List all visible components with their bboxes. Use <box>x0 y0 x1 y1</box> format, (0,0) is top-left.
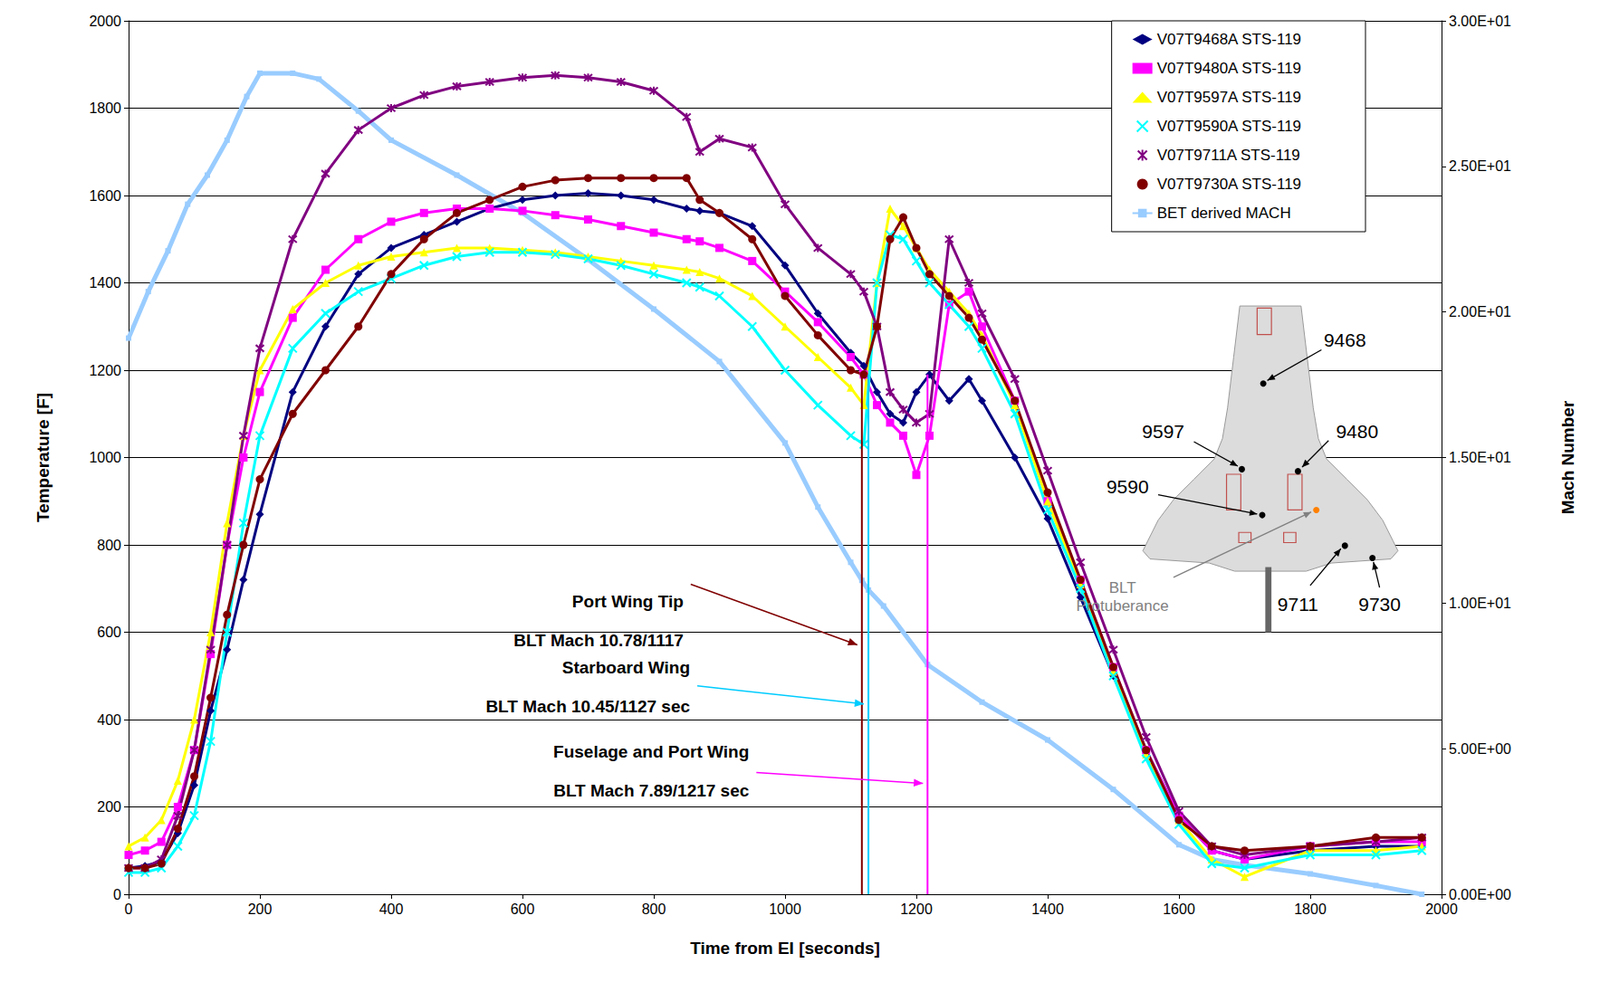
svg-text:Starboard Wing: Starboard Wing <box>562 658 690 678</box>
svg-text:5.00E+00: 5.00E+00 <box>1448 741 1512 757</box>
svg-text:Temperature [F]: Temperature [F] <box>33 392 53 523</box>
svg-text:2.50E+01: 2.50E+01 <box>1448 158 1512 174</box>
svg-text:9480: 9480 <box>1335 421 1379 442</box>
svg-text:1600: 1600 <box>88 188 122 204</box>
svg-text:1.00E+01: 1.00E+01 <box>1448 595 1512 612</box>
svg-text:1600: 1600 <box>1162 901 1196 918</box>
svg-text:BLT Mach 10.78/1117: BLT Mach 10.78/1117 <box>513 631 684 651</box>
svg-text:V07T9730A STS-119: V07T9730A STS-119 <box>1157 175 1302 193</box>
svg-text:3.00E+01: 3.00E+01 <box>1448 13 1512 29</box>
svg-text:Mach Number: Mach Number <box>1558 400 1578 515</box>
svg-text:200: 200 <box>248 901 273 918</box>
svg-text:Port Wing Tip: Port Wing Tip <box>572 592 684 612</box>
svg-text:V07T9597A STS-119: V07T9597A STS-119 <box>1157 88 1302 106</box>
svg-text:0: 0 <box>124 901 134 918</box>
svg-text:V07T9711A STS-119: V07T9711A STS-119 <box>1157 146 1301 164</box>
svg-text:V07T9590A STS-119: V07T9590A STS-119 <box>1157 117 1302 135</box>
svg-text:V07T9480A STS-119: V07T9480A STS-119 <box>1157 59 1302 77</box>
svg-text:800: 800 <box>96 537 122 554</box>
svg-text:Fuselage and Port Wing: Fuselage and Port Wing <box>553 742 749 762</box>
svg-text:1400: 1400 <box>1031 901 1064 918</box>
svg-text:2000: 2000 <box>1425 901 1458 918</box>
svg-text:BET derived MACH: BET derived MACH <box>1157 204 1292 222</box>
svg-text:BLT Mach 10.45/1127 sec: BLT Mach 10.45/1127 sec <box>485 697 690 717</box>
svg-text:1800: 1800 <box>1293 901 1327 918</box>
svg-text:V07T9468A STS-119: V07T9468A STS-119 <box>1157 30 1302 48</box>
svg-text:1200: 1200 <box>88 363 122 379</box>
svg-text:Protuberance: Protuberance <box>1076 597 1169 615</box>
svg-text:1000: 1000 <box>88 450 122 466</box>
svg-text:9730: 9730 <box>1358 594 1401 615</box>
svg-text:1.50E+01: 1.50E+01 <box>1448 450 1512 466</box>
svg-text:9468: 9468 <box>1323 329 1367 351</box>
svg-text:0.00E+00: 0.00E+00 <box>1448 887 1512 903</box>
svg-text:600: 600 <box>96 624 122 641</box>
svg-text:400: 400 <box>379 901 404 918</box>
svg-text:BLT: BLT <box>1109 579 1137 597</box>
svg-text:BLT Mach 7.89/1217 sec: BLT Mach 7.89/1217 sec <box>553 781 750 801</box>
svg-text:800: 800 <box>641 901 667 918</box>
svg-text:1000: 1000 <box>768 901 802 918</box>
svg-text:1200: 1200 <box>900 901 933 918</box>
svg-text:2000: 2000 <box>88 13 122 29</box>
svg-text:9597: 9597 <box>1141 421 1185 442</box>
svg-text:1400: 1400 <box>88 275 122 291</box>
svg-text:0: 0 <box>113 887 122 903</box>
svg-text:600: 600 <box>510 901 536 918</box>
svg-text:9711: 9711 <box>1277 594 1319 615</box>
svg-text:2.00E+01: 2.00E+01 <box>1448 304 1512 320</box>
svg-text:Time from EI [seconds]: Time from EI [seconds] <box>689 938 881 959</box>
svg-text:9590: 9590 <box>1106 476 1150 498</box>
svg-text:400: 400 <box>96 712 122 729</box>
svg-text:200: 200 <box>96 799 122 815</box>
svg-text:1800: 1800 <box>88 100 122 116</box>
